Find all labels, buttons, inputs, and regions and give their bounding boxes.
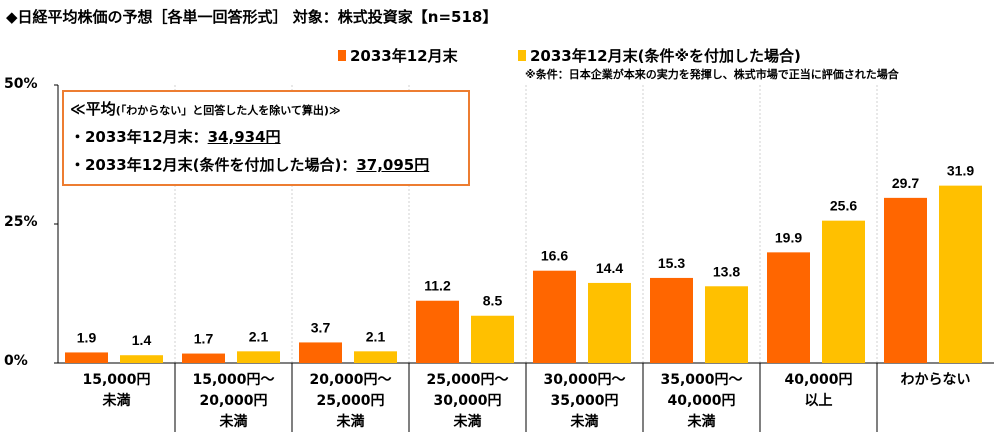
data-label: 2.1 [366,328,386,344]
bar [650,277,693,363]
legend-swatch [518,50,526,61]
legend-label: 2033年12月末 [350,47,458,65]
legend-label: 2033年12月末(条件※を付加した場合) [530,47,801,65]
bar [471,315,514,363]
bar [588,282,631,363]
y-tick: 0% [4,353,28,369]
bar [939,185,982,363]
category-label: 15,000円 未満 [82,372,151,409]
legend-item-1: 2033年12月末 [338,45,458,66]
data-label: 31.9 [947,163,974,179]
data-label: 15.3 [658,255,685,271]
bar [120,355,163,363]
legend-item-2: 2033年12月末(条件※を付加した場合) [518,45,801,66]
bar [65,352,108,363]
average-heading-sub: (「わからない」と回答した人を除いて算出)≫ [115,104,341,117]
legend-swatch [338,50,346,61]
average-value-1: 34,934円 [207,128,281,146]
bar [884,197,927,363]
category-label: 40,000円 以上 [784,372,853,409]
data-label: 3.7 [311,319,331,335]
bar [416,300,459,363]
data-label: 11.2 [424,278,451,294]
condition-note: ※条件：日本企業が本来の実力を発揮し、株式市場で正当に評価された場合 [525,68,899,81]
data-label: 16.6 [541,248,568,264]
bar [299,342,342,363]
y-tick: 25% [4,214,38,230]
data-label: 14.4 [596,260,623,276]
data-label: 25.6 [830,198,857,214]
data-label: 8.5 [483,293,503,309]
bar [182,353,225,363]
average-value-2: 37,095円 [356,156,430,174]
average-heading: ≪平均 [70,100,116,118]
average-label-2: ・2033年12月末(条件を付加した場合)： [70,156,357,174]
bar [533,270,576,363]
category-label: わからない [900,372,971,388]
data-label: 1.9 [77,329,97,345]
chart-title: ◆日経平均株価の予想［各単一回答形式］ 対象：株式投資家【n=518】 [6,8,498,26]
average-label-1: ・2033年12月末： [70,128,208,146]
data-label: 29.7 [892,175,919,191]
bar [354,351,397,363]
category-label: 30,000円～ 35,000円 未満 [543,372,626,430]
category-label: 20,000円～ 25,000円 未満 [309,372,392,430]
data-label: 13.8 [713,263,740,279]
average-box: ≪平均(「わからない」と回答した人を除いて算出)≫ ・2033年12月末：34,… [62,90,470,186]
data-label: 19.9 [775,229,802,245]
data-label: 1.4 [132,332,152,348]
y-tick: 50% [4,76,38,92]
bar [705,286,748,363]
category-label: 15,000円～ 20,000円 未満 [192,372,275,430]
bar [822,220,865,363]
bar [767,252,810,363]
bar [237,351,280,363]
category-label: 25,000円～ 30,000円 未満 [426,372,509,430]
category-label: 35,000円～ 40,000円 未満 [660,372,743,430]
data-label: 2.1 [249,328,269,344]
data-label: 1.7 [194,331,214,347]
